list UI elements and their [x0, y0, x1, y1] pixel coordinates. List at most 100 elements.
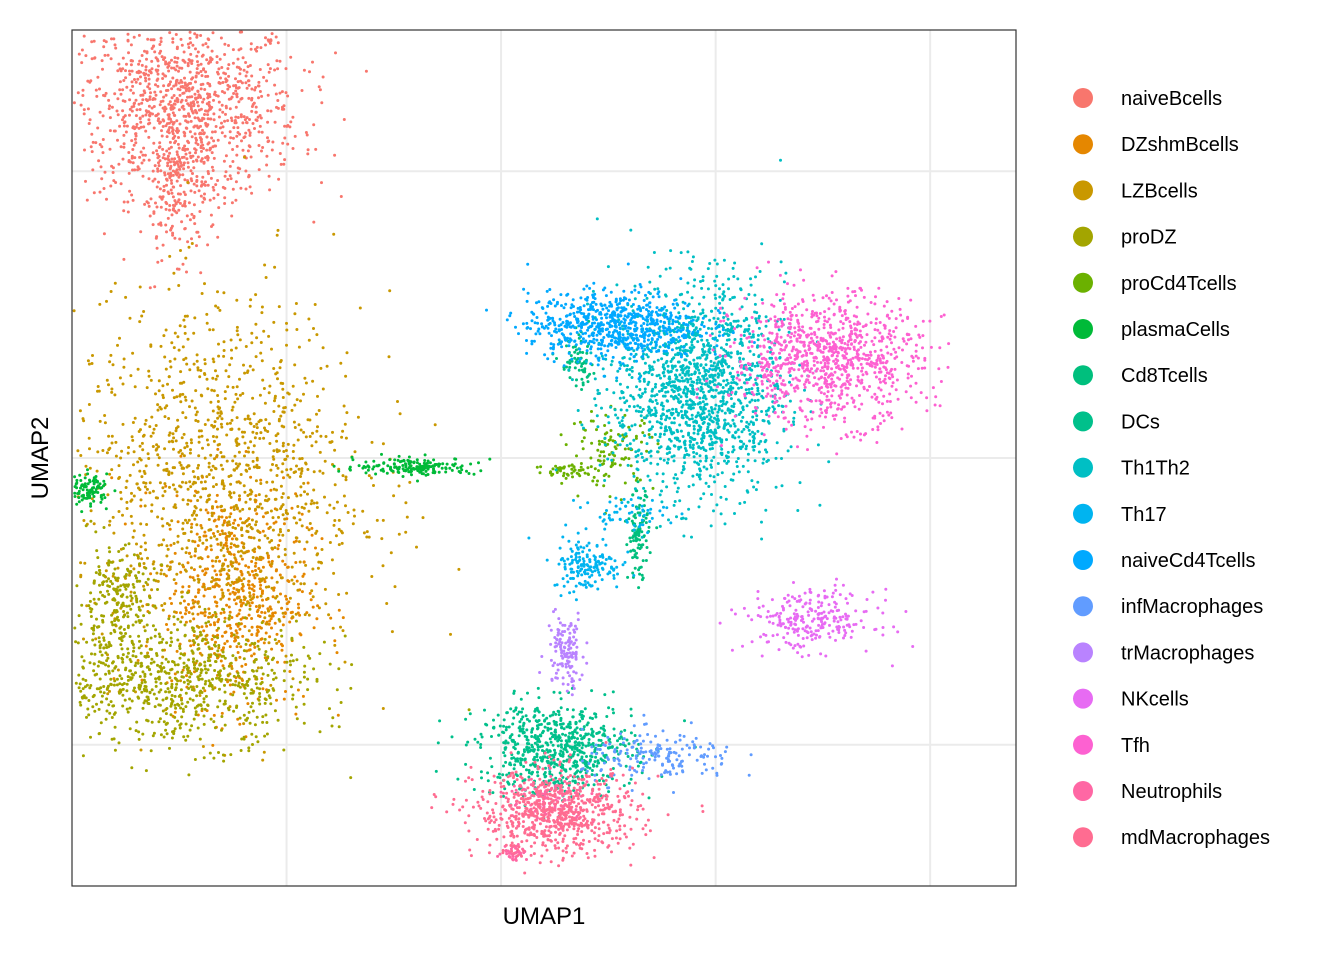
point — [110, 390, 114, 394]
point — [270, 32, 274, 36]
point — [207, 679, 211, 683]
point — [137, 486, 140, 490]
point — [187, 245, 191, 249]
point — [192, 568, 196, 572]
point — [236, 333, 240, 337]
point — [333, 643, 337, 647]
point — [575, 378, 578, 382]
point — [124, 574, 128, 577]
point — [553, 730, 557, 734]
point — [293, 403, 297, 407]
point — [638, 761, 642, 765]
point — [204, 679, 208, 683]
point — [171, 233, 175, 237]
point — [202, 160, 206, 164]
point — [166, 382, 169, 386]
point — [388, 289, 392, 293]
point — [255, 336, 259, 340]
point — [221, 546, 225, 550]
point — [571, 708, 575, 712]
point — [224, 154, 228, 158]
point — [277, 404, 281, 408]
point — [250, 732, 254, 736]
point — [261, 529, 265, 533]
point — [136, 659, 140, 662]
point — [111, 171, 115, 174]
point — [216, 394, 220, 397]
point — [276, 106, 280, 110]
point — [148, 87, 152, 91]
point — [627, 781, 631, 785]
point — [154, 392, 157, 396]
point — [76, 91, 80, 95]
point — [238, 338, 242, 342]
point — [227, 616, 231, 620]
point — [242, 484, 246, 488]
point — [175, 64, 179, 68]
point — [225, 603, 229, 607]
point — [171, 195, 175, 199]
point — [134, 80, 138, 84]
point — [266, 597, 270, 601]
point — [159, 733, 163, 737]
point — [196, 419, 200, 423]
point — [112, 677, 116, 681]
point — [136, 579, 139, 583]
point — [248, 573, 252, 577]
point — [252, 589, 256, 593]
point — [225, 422, 229, 426]
point — [201, 487, 205, 491]
point — [191, 685, 195, 689]
series-proCd4Tcells — [535, 404, 660, 515]
point — [281, 503, 285, 507]
point — [294, 712, 298, 716]
point — [161, 393, 165, 397]
point — [250, 688, 254, 692]
point — [80, 510, 84, 514]
point — [176, 163, 180, 166]
point — [168, 644, 172, 647]
point — [205, 124, 209, 128]
point — [187, 602, 190, 606]
point — [77, 500, 81, 504]
point — [79, 454, 83, 457]
point — [209, 176, 213, 180]
point — [143, 680, 147, 684]
point — [268, 442, 272, 445]
point — [177, 348, 181, 352]
point — [321, 387, 325, 391]
point — [129, 59, 133, 62]
point — [609, 435, 613, 439]
point — [94, 141, 98, 145]
point — [580, 364, 583, 368]
point — [613, 462, 617, 466]
point — [193, 132, 197, 136]
point — [211, 677, 214, 681]
point — [222, 568, 226, 572]
point — [232, 586, 236, 590]
point — [249, 422, 253, 426]
point — [113, 489, 117, 493]
point — [198, 694, 202, 697]
point — [176, 425, 180, 429]
point — [592, 475, 596, 479]
point — [276, 228, 280, 232]
point — [176, 87, 180, 91]
point — [211, 185, 215, 189]
point — [246, 65, 250, 69]
point — [266, 38, 270, 42]
point — [477, 461, 480, 465]
point — [228, 493, 232, 497]
point — [230, 667, 234, 670]
point — [141, 572, 145, 576]
point — [198, 605, 201, 609]
point — [304, 502, 308, 506]
point — [203, 480, 207, 484]
point — [181, 91, 185, 95]
point — [208, 198, 212, 202]
point — [235, 441, 239, 445]
point — [640, 419, 644, 422]
point — [222, 159, 226, 163]
point — [294, 705, 298, 709]
point — [104, 40, 108, 44]
